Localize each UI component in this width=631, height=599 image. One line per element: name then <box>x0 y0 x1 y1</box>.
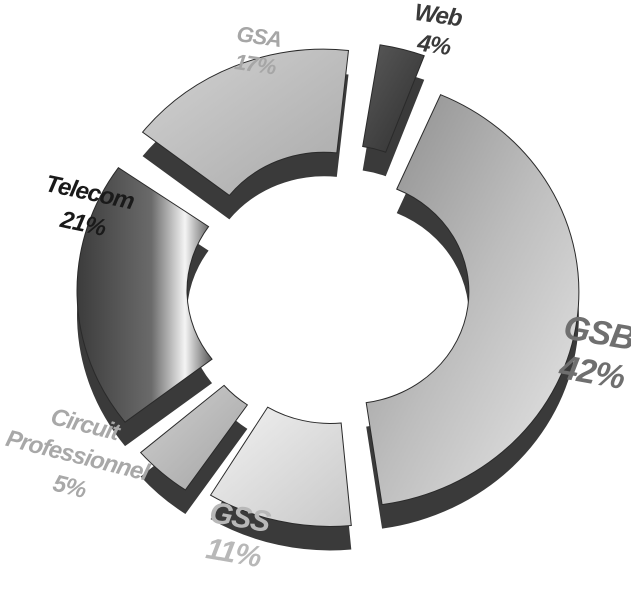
slice-gsb <box>365 94 580 506</box>
slice-label-gsa: GSA17% <box>231 21 283 80</box>
slice-gss <box>209 406 352 527</box>
slice-label-gss: GSS11% <box>201 496 273 575</box>
slice-circuit-professionnel <box>139 384 249 491</box>
slice-label-gsb: GSB42% <box>554 308 631 397</box>
slice-label-web: Web4% <box>409 0 464 62</box>
slice-telecom <box>76 166 213 423</box>
slice-gsa <box>141 48 350 197</box>
slice-web <box>362 44 425 153</box>
